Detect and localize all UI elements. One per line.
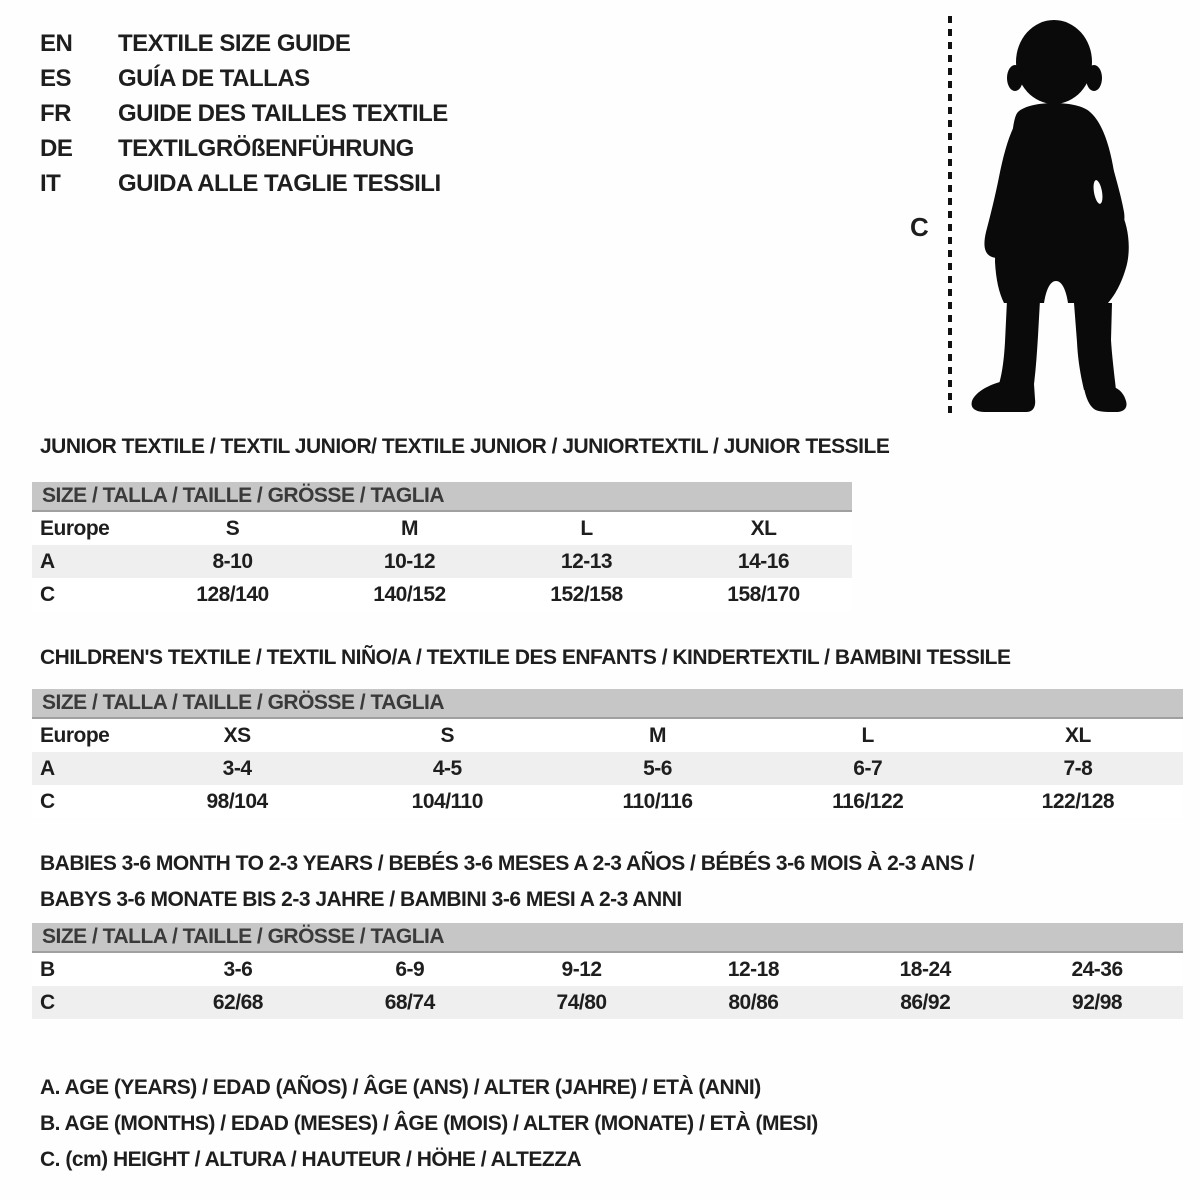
legend-age-months: B. AGE (MONTHS) / EDAD (MESES) / ÂGE (MO… (40, 1112, 818, 1135)
table-cell: 3-6 (223, 957, 253, 981)
table-cell: 6-9 (395, 957, 425, 981)
legend: A. AGE (YEARS) / EDAD (AÑOS) / ÂGE (ANS)… (40, 1070, 818, 1178)
table-row-height: C 62/68 68/74 74/80 80/86 86/92 92/98 (32, 986, 1183, 1019)
table-cell: 12-13 (560, 549, 613, 573)
table-cell: 98/104 (206, 789, 268, 813)
table-row-europe: Europe S M L XL (32, 512, 852, 545)
table-cell: 8-10 (212, 549, 253, 573)
section-title-babies: BABIES 3-6 MONTH TO 2-3 YEARS / BEBÉS 3-… (40, 846, 975, 918)
size-table-children: SIZE / TALLA / TAILLE / GRÖSSE / TAGLIA … (32, 689, 1183, 818)
legend-height-cm: C. (cm) HEIGHT / ALTURA / HAUTEUR / HÖHE… (40, 1148, 582, 1171)
row-label: C (40, 582, 55, 606)
language-row-es: ES GUÍA DE TALLAS (40, 61, 448, 96)
section-title-junior: JUNIOR TEXTILE / TEXTIL JUNIOR/ TEXTILE … (40, 435, 890, 458)
size-table-babies: SIZE / TALLA / TAILLE / GRÖSSE / TAGLIA … (32, 923, 1183, 1019)
table-row-age: A 8-10 10-12 12-13 14-16 (32, 545, 852, 578)
section-title-babies-line2: BABYS 3-6 MONATE BIS 2-3 JAHRE / BAMBINI… (40, 888, 682, 911)
language-code: DE (40, 134, 73, 162)
height-measure-dashed-line (948, 16, 952, 416)
table-cell: 74/80 (556, 990, 608, 1014)
table-cell: 3-4 (222, 756, 252, 780)
guide-title-fr: GUIDE DES TAILLES TEXTILE (118, 99, 448, 127)
table-cell: 24-36 (1071, 957, 1123, 981)
table-cell: 12-18 (727, 957, 780, 981)
table-cell: S (440, 723, 455, 747)
table-row-age: A 3-4 4-5 5-6 6-7 7-8 (32, 752, 1183, 785)
row-label: Europe (40, 723, 110, 747)
table-cell: 86/92 (900, 990, 951, 1014)
table-cell: L (580, 516, 593, 540)
row-label: C (40, 990, 55, 1014)
table-cell: 4-5 (432, 756, 462, 780)
size-header-bar: SIZE / TALLA / TAILLE / GRÖSSE / TAGLIA (32, 482, 852, 512)
table-cell: 62/68 (212, 990, 264, 1014)
legend-age-years: A. AGE (YEARS) / EDAD (AÑOS) / ÂGE (ANS)… (40, 1076, 761, 1099)
table-cell: 92/98 (1072, 990, 1123, 1014)
language-row-it: IT GUIDA ALLE TAGLIE TESSILI (40, 166, 448, 201)
section-title-children: CHILDREN'S TEXTILE / TEXTIL NIÑO/A / TEX… (40, 646, 1011, 669)
table-cell: 104/110 (411, 789, 484, 813)
table-cell: 5-6 (643, 756, 672, 780)
table-cell: M (401, 516, 419, 540)
table-row-europe: Europe XS S M L XL (32, 719, 1183, 752)
table-cell: 128/140 (196, 582, 269, 606)
row-label: A (40, 756, 55, 780)
table-cell: 68/74 (384, 990, 436, 1014)
table-cell: 80/86 (728, 990, 779, 1014)
guide-title-it: GUIDA ALLE TAGLIE TESSILI (118, 169, 441, 197)
table-cell: 14-16 (737, 549, 790, 573)
table-row-height: C 128/140 140/152 152/158 158/170 (32, 578, 852, 611)
guide-title-de: TEXTILGRÖßENFÜHRUNG (118, 134, 414, 162)
table-row-months: B 3-6 6-9 9-12 12-18 18-24 24-36 (32, 953, 1183, 986)
language-row-fr: FR GUIDE DES TAILLES TEXTILE (40, 96, 448, 131)
table-cell: 10-12 (383, 549, 436, 573)
language-code: IT (40, 169, 61, 197)
toddler-silhouette-icon (971, 20, 1129, 412)
table-cell: 7-8 (1063, 756, 1093, 780)
guide-title-es: GUÍA DE TALLAS (118, 64, 310, 92)
language-title-list: EN TEXTILE SIZE GUIDE ES GUÍA DE TALLAS … (40, 26, 448, 201)
section-title-babies-line1: BABIES 3-6 MONTH TO 2-3 YEARS / BEBÉS 3-… (40, 852, 975, 875)
table-row-height: C 98/104 104/110 110/116 116/122 122/128 (32, 785, 1183, 818)
size-table-junior: SIZE / TALLA / TAILLE / GRÖSSE / TAGLIA … (32, 482, 852, 611)
table-cell: M (648, 723, 667, 747)
table-cell: 116/122 (832, 789, 904, 813)
row-label: A (40, 549, 55, 573)
table-cell: XL (750, 516, 777, 540)
row-label: Europe (40, 516, 110, 540)
language-code: ES (40, 64, 72, 92)
table-cell: 18-24 (899, 957, 952, 981)
size-header-bar: SIZE / TALLA / TAILLE / GRÖSSE / TAGLIA (32, 689, 1183, 719)
guide-title-en: TEXTILE SIZE GUIDE (118, 29, 351, 57)
language-code: EN (40, 29, 73, 57)
table-cell: 140/152 (373, 582, 446, 606)
table-cell: S (225, 516, 240, 540)
table-cell: 9-12 (561, 957, 603, 981)
table-cell: 158/170 (727, 582, 800, 606)
table-cell: XS (223, 723, 252, 747)
table-cell: 110/116 (622, 789, 693, 813)
language-code: FR (40, 99, 72, 127)
table-cell: 152/158 (550, 582, 623, 606)
table-cell: 122/128 (1041, 789, 1115, 813)
table-cell: 6-7 (853, 756, 883, 780)
size-header-bar: SIZE / TALLA / TAILLE / GRÖSSE / TAGLIA (32, 923, 1183, 953)
language-row-de: DE TEXTILGRÖßENFÜHRUNG (40, 131, 448, 166)
height-measure-label: C (910, 212, 929, 242)
row-label: B (40, 957, 55, 981)
table-cell: XL (1064, 723, 1091, 747)
table-cell: L (861, 723, 875, 747)
row-label: C (40, 789, 55, 813)
language-row-en: EN TEXTILE SIZE GUIDE (40, 26, 448, 61)
